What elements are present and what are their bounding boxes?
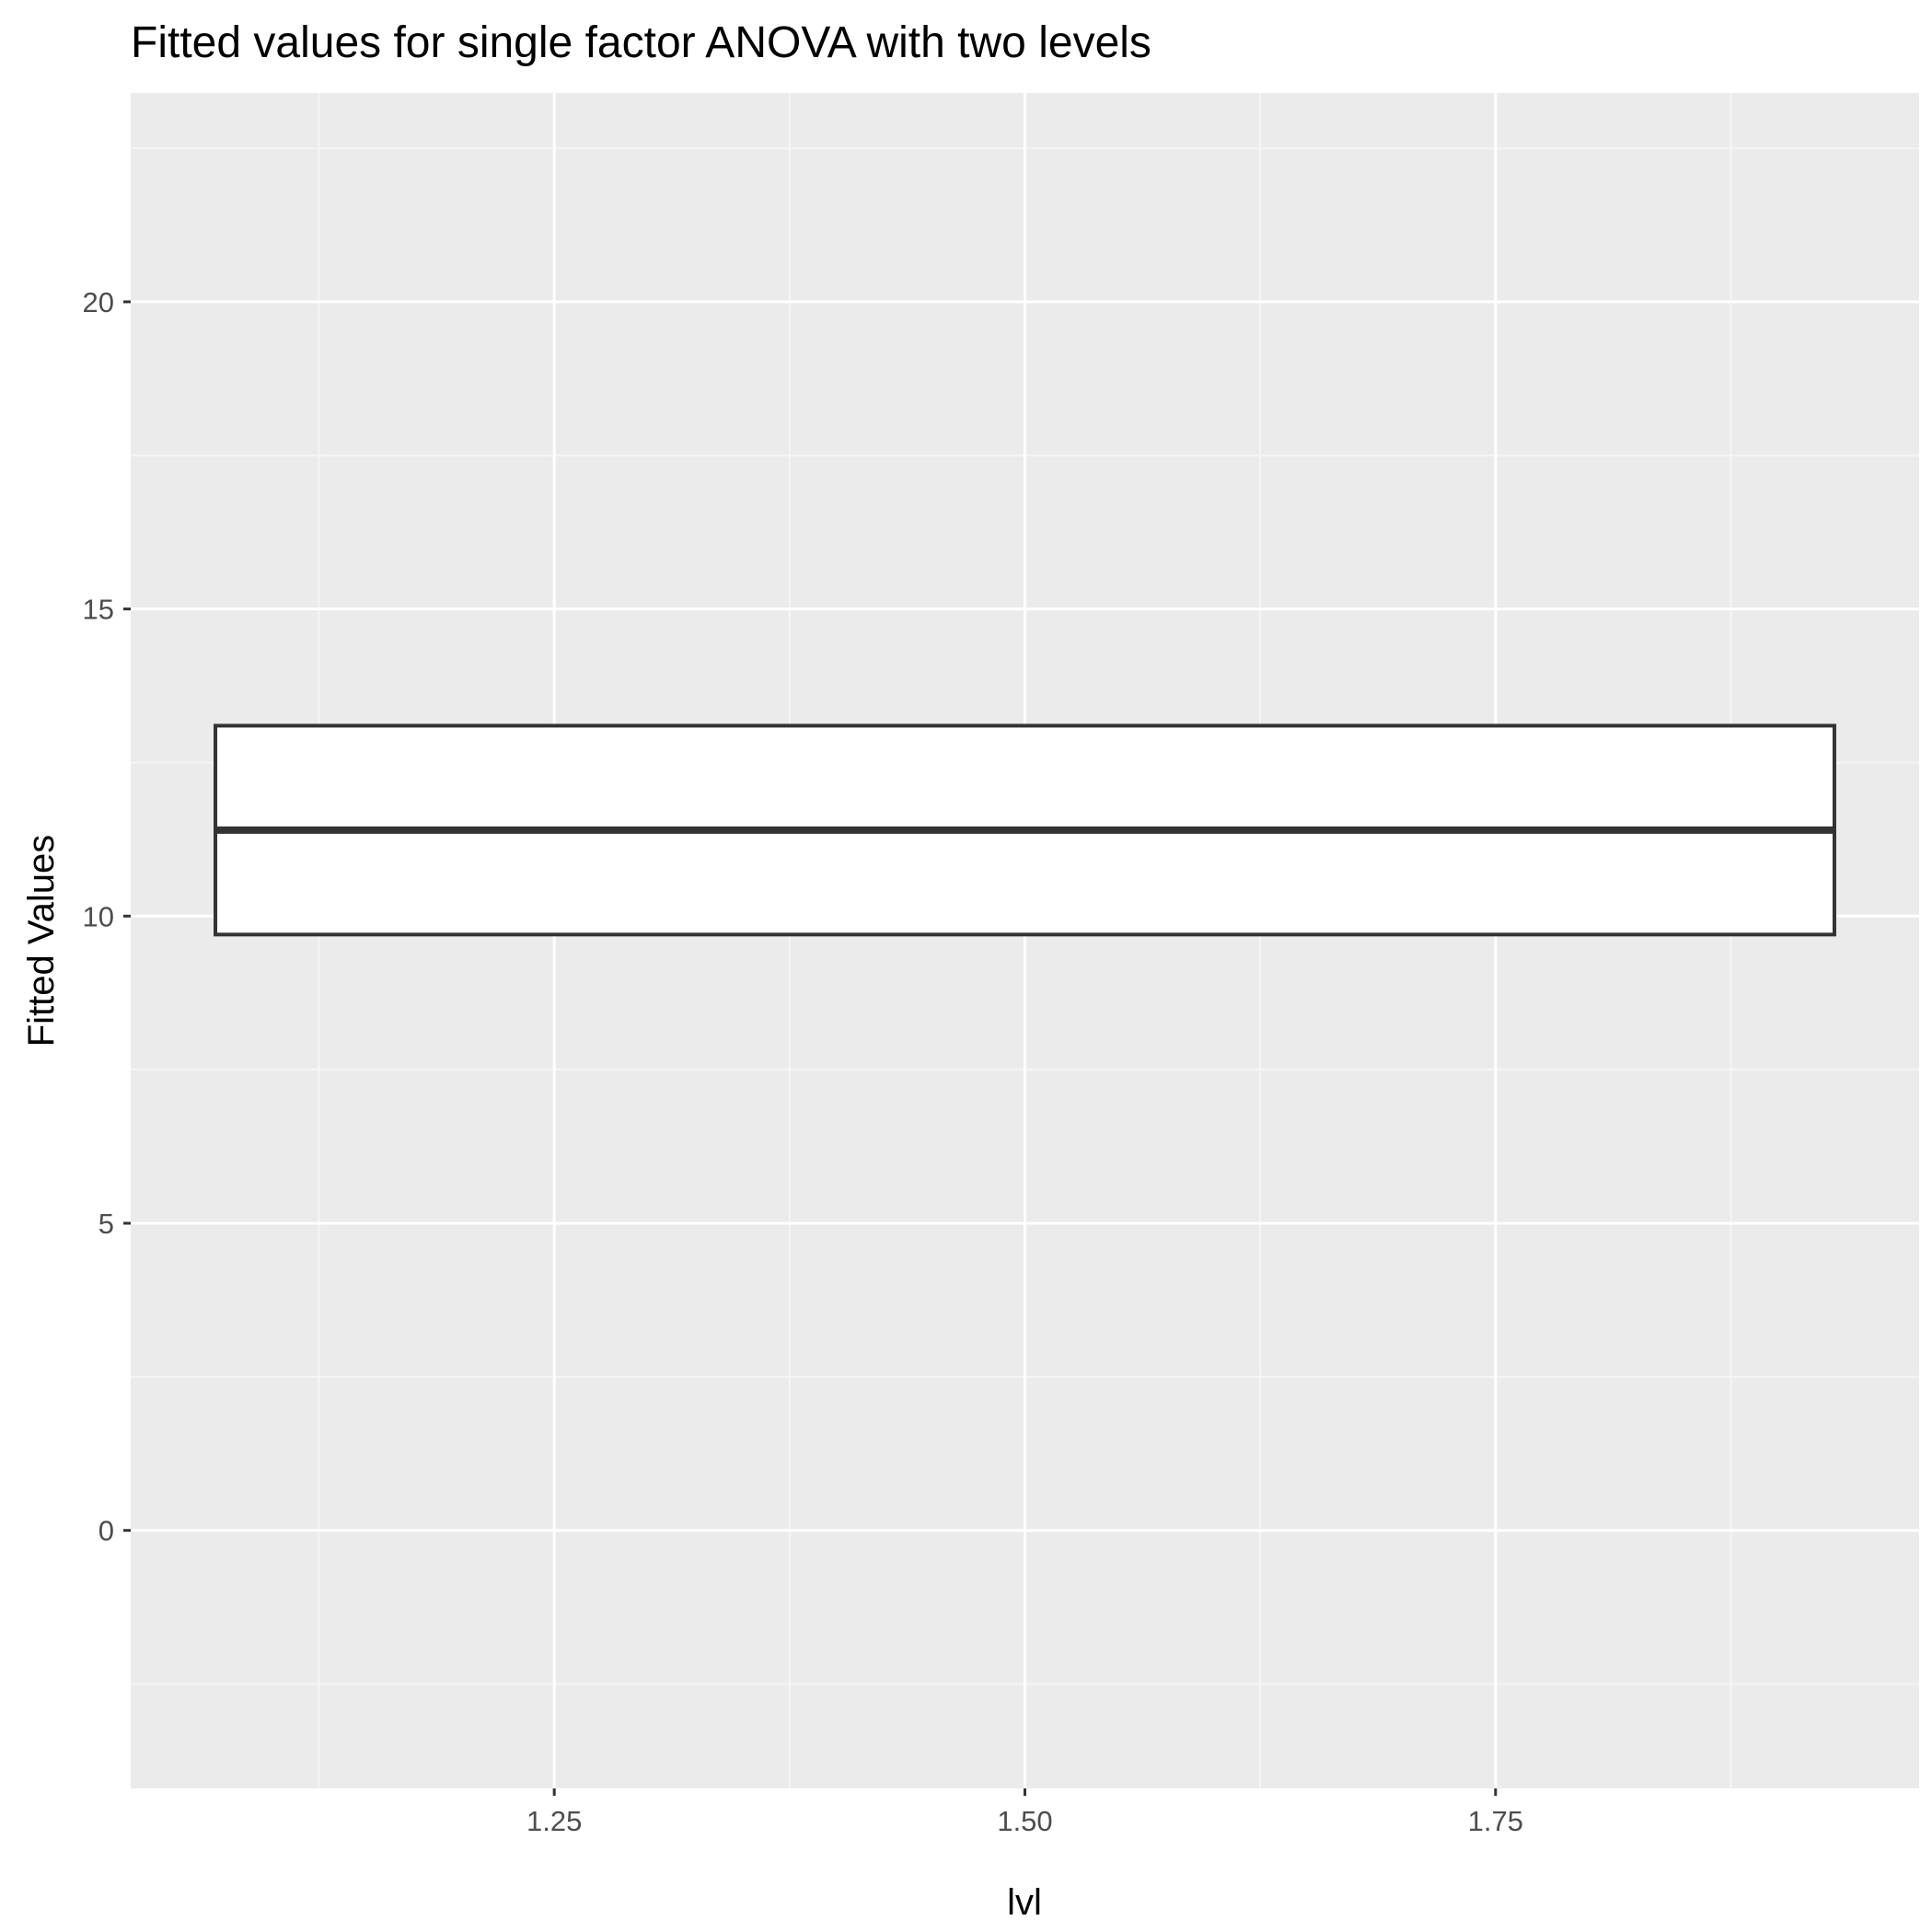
- y-tick-label: 10: [83, 900, 114, 932]
- y-tick-label: 15: [83, 594, 114, 626]
- x-axis: 1.25 1.50 1.75: [526, 1788, 1523, 1837]
- y-axis-title: Fitted Values: [21, 835, 62, 1047]
- major-gridlines: [131, 93, 1919, 1788]
- x-axis-title: lvl: [1007, 1882, 1042, 1923]
- y-tick-label: 20: [83, 286, 114, 318]
- x-tick-label: 1.25: [526, 1805, 582, 1837]
- y-tick-label: 0: [98, 1515, 114, 1547]
- y-axis: 0 5 10 15 20: [83, 286, 131, 1547]
- x-tick-label: 1.50: [997, 1805, 1052, 1837]
- chart-title: Fitted values for single factor ANOVA wi…: [131, 18, 1151, 67]
- y-tick-label: 5: [98, 1208, 114, 1240]
- boxplot-layer: [214, 723, 1836, 937]
- x-tick-label: 1.75: [1468, 1805, 1523, 1837]
